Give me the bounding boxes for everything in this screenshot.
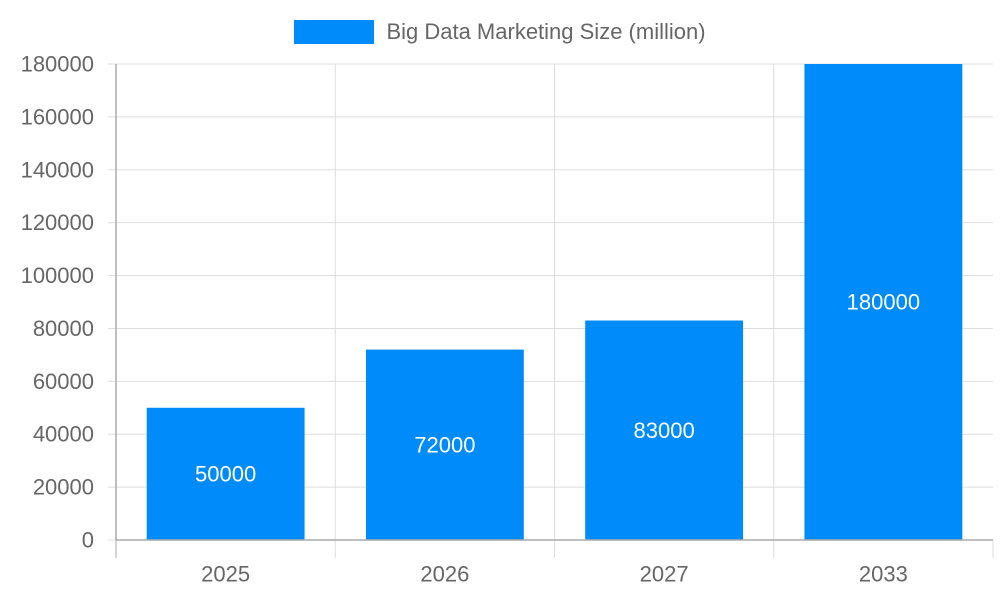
bar-2025 [146,407,305,540]
axes [108,63,994,558]
bars [146,64,963,540]
y-tick-label: 100000 [21,263,94,288]
y-tick-label: 180000 [21,52,94,77]
x-tick-label: 2027 [640,562,689,587]
y-tick-label: 40000 [33,422,94,447]
bar-data-label: 180000 [847,290,920,315]
bar-2033 [804,64,963,540]
bar-2027 [585,320,744,540]
bar-data-label: 50000 [195,461,256,486]
y-tick-label: 80000 [33,316,94,341]
x-tick-label: 2026 [420,562,469,587]
x-tick-label: 2033 [859,562,908,587]
labels: 0 20000 40000 60000 80000 100000 120000 140000 1… [21,52,921,587]
chart-legend: Big Data Marketing Size (million) [0,18,1000,46]
x-tick-label: 2025 [201,562,250,587]
y-tick-label: 140000 [21,157,94,182]
y-tick-label: 0 [82,528,94,553]
y-tick-label: 160000 [21,104,94,129]
legend-label: Big Data Marketing Size (million) [386,19,706,44]
y-tick-label: 20000 [33,475,94,500]
y-tick-label: 60000 [33,369,94,394]
y-tick-label: 120000 [21,210,94,235]
legend-swatch [294,20,375,44]
bar-data-label: 83000 [634,418,695,443]
bar-data-label: 72000 [414,432,475,457]
bar-2026 [365,349,524,540]
